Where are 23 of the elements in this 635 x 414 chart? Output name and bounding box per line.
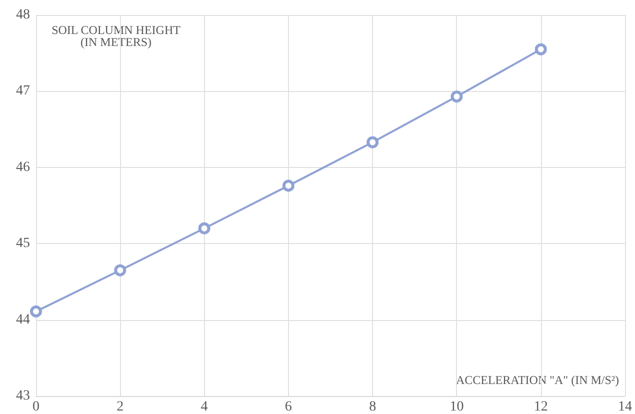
- y-tick-label: 48: [16, 8, 30, 22]
- y-axis-title: SOIL COLUMN HEIGHT (IN METERS): [52, 23, 182, 49]
- y-tick-label: 44: [16, 312, 30, 328]
- point: [114, 264, 126, 276]
- x-tick-label: 8: [369, 400, 376, 414]
- x-tick-label: 6: [284, 400, 292, 414]
- point: [30, 305, 42, 318]
- x-tick-label: 10: [450, 400, 464, 414]
- y-tick-label: 45: [16, 236, 30, 252]
- x-tick-label: 14: [618, 400, 632, 414]
- x-tick-label: 12: [534, 400, 548, 414]
- point: [366, 136, 379, 148]
- y-tick-label: 47: [16, 84, 30, 99]
- x-tick-label: 2: [116, 400, 124, 414]
- x-axis-title: ACCELERATION "A" (IN M/S²): [456, 373, 620, 387]
- y-tick-label: 43: [16, 388, 30, 404]
- y-tick-label: 46: [16, 160, 30, 175]
- point: [534, 43, 547, 56]
- point: [450, 90, 463, 103]
- point: [282, 180, 294, 192]
- x-tick-label: 0: [32, 400, 40, 414]
- x-tick-label: 4: [200, 400, 208, 414]
- point: [198, 222, 210, 234]
